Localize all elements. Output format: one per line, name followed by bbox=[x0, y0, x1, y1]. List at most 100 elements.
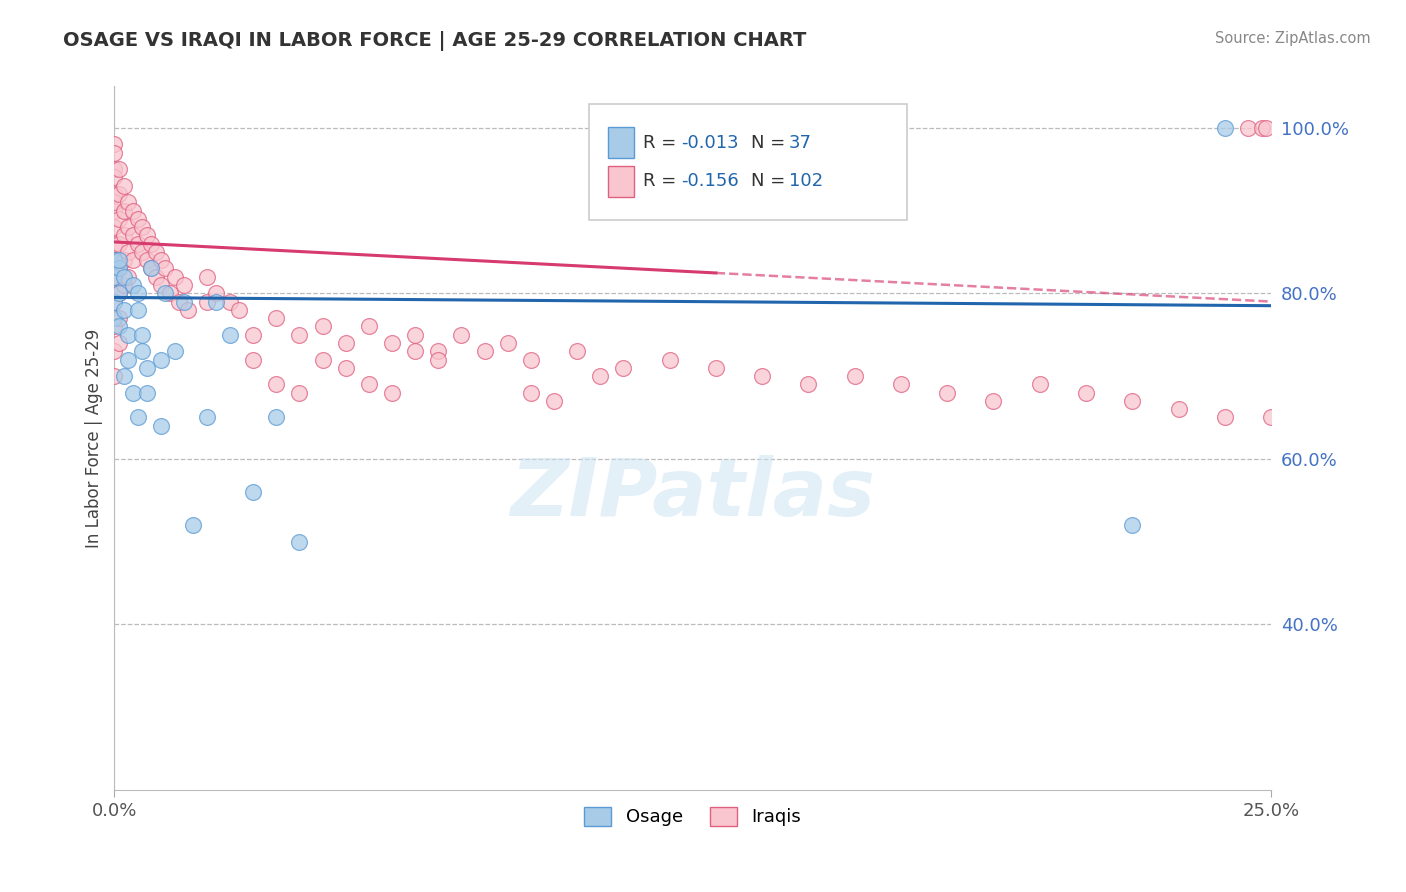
Point bbox=[155, 286, 177, 301]
Point bbox=[205, 294, 228, 309]
Point bbox=[219, 327, 242, 342]
Point bbox=[159, 286, 181, 301]
Text: N =: N = bbox=[751, 134, 790, 152]
Point bbox=[427, 344, 450, 359]
Point bbox=[122, 228, 145, 243]
Text: R =: R = bbox=[643, 172, 682, 190]
Point bbox=[1213, 410, 1236, 425]
Point bbox=[195, 269, 218, 284]
Point bbox=[127, 211, 149, 226]
Point bbox=[122, 278, 145, 293]
Point bbox=[266, 410, 288, 425]
Point bbox=[135, 385, 157, 400]
Point bbox=[127, 236, 149, 251]
Point bbox=[381, 335, 404, 350]
Point bbox=[112, 302, 135, 317]
Text: -0.013: -0.013 bbox=[681, 134, 738, 152]
Point bbox=[131, 244, 153, 259]
Point bbox=[288, 385, 311, 400]
Point bbox=[983, 393, 1005, 408]
Point bbox=[108, 253, 131, 268]
Point bbox=[103, 195, 125, 210]
Text: R =: R = bbox=[643, 134, 682, 152]
Point bbox=[108, 286, 131, 301]
Point bbox=[112, 278, 135, 293]
Point bbox=[797, 377, 820, 392]
Point bbox=[520, 352, 543, 367]
Point bbox=[103, 162, 125, 177]
Point bbox=[565, 344, 588, 359]
Point bbox=[404, 327, 426, 342]
Point bbox=[103, 294, 125, 309]
Point bbox=[141, 236, 163, 251]
Point bbox=[103, 203, 125, 218]
Point bbox=[149, 352, 172, 367]
Text: Source: ZipAtlas.com: Source: ZipAtlas.com bbox=[1215, 31, 1371, 46]
Point bbox=[127, 302, 149, 317]
Point bbox=[1121, 393, 1143, 408]
Point bbox=[520, 385, 543, 400]
Point bbox=[936, 385, 959, 400]
Text: ZIPatlas: ZIPatlas bbox=[510, 456, 876, 533]
Point bbox=[149, 418, 172, 433]
Point bbox=[103, 294, 125, 309]
Point bbox=[357, 377, 380, 392]
Point bbox=[181, 518, 204, 533]
Point bbox=[135, 253, 157, 268]
FancyBboxPatch shape bbox=[589, 104, 907, 220]
Point bbox=[612, 360, 634, 375]
Text: 37: 37 bbox=[789, 134, 811, 152]
Point bbox=[149, 278, 172, 293]
Point bbox=[117, 244, 139, 259]
Point bbox=[135, 360, 157, 375]
Point bbox=[288, 327, 311, 342]
Point bbox=[103, 319, 125, 334]
Point bbox=[1256, 120, 1278, 135]
Point bbox=[131, 327, 153, 342]
Point bbox=[122, 385, 145, 400]
Point bbox=[108, 286, 131, 301]
Point bbox=[163, 269, 186, 284]
Point bbox=[751, 369, 773, 384]
Point bbox=[266, 377, 288, 392]
Point bbox=[335, 360, 357, 375]
Point bbox=[103, 170, 125, 185]
Point bbox=[311, 319, 333, 334]
Point bbox=[890, 377, 912, 392]
Point bbox=[108, 186, 131, 201]
Y-axis label: In Labor Force | Age 25-29: In Labor Force | Age 25-29 bbox=[86, 328, 103, 548]
Point bbox=[108, 319, 131, 334]
Point bbox=[108, 211, 131, 226]
Point bbox=[103, 253, 125, 268]
Point bbox=[103, 220, 125, 235]
Point bbox=[1029, 377, 1052, 392]
Point bbox=[103, 369, 125, 384]
Text: OSAGE VS IRAQI IN LABOR FORCE | AGE 25-29 CORRELATION CHART: OSAGE VS IRAQI IN LABOR FORCE | AGE 25-2… bbox=[63, 31, 807, 51]
Point bbox=[108, 236, 131, 251]
Point bbox=[311, 352, 333, 367]
Point bbox=[103, 186, 125, 201]
Point bbox=[112, 203, 135, 218]
Text: N =: N = bbox=[751, 172, 790, 190]
Point bbox=[112, 269, 135, 284]
Point bbox=[141, 261, 163, 276]
Text: 102: 102 bbox=[789, 172, 823, 190]
Point bbox=[205, 286, 228, 301]
Point bbox=[357, 319, 380, 334]
Point bbox=[122, 203, 145, 218]
Point bbox=[1167, 402, 1189, 417]
Point bbox=[543, 393, 565, 408]
FancyBboxPatch shape bbox=[609, 127, 634, 159]
Point bbox=[103, 236, 125, 251]
Point bbox=[1250, 120, 1272, 135]
Point bbox=[450, 327, 472, 342]
Point bbox=[496, 335, 519, 350]
Point bbox=[335, 335, 357, 350]
Point bbox=[108, 261, 131, 276]
Point bbox=[155, 261, 177, 276]
Point bbox=[149, 253, 172, 268]
Point bbox=[844, 369, 866, 384]
Point bbox=[103, 269, 125, 284]
Point bbox=[127, 286, 149, 301]
Point bbox=[1237, 120, 1260, 135]
